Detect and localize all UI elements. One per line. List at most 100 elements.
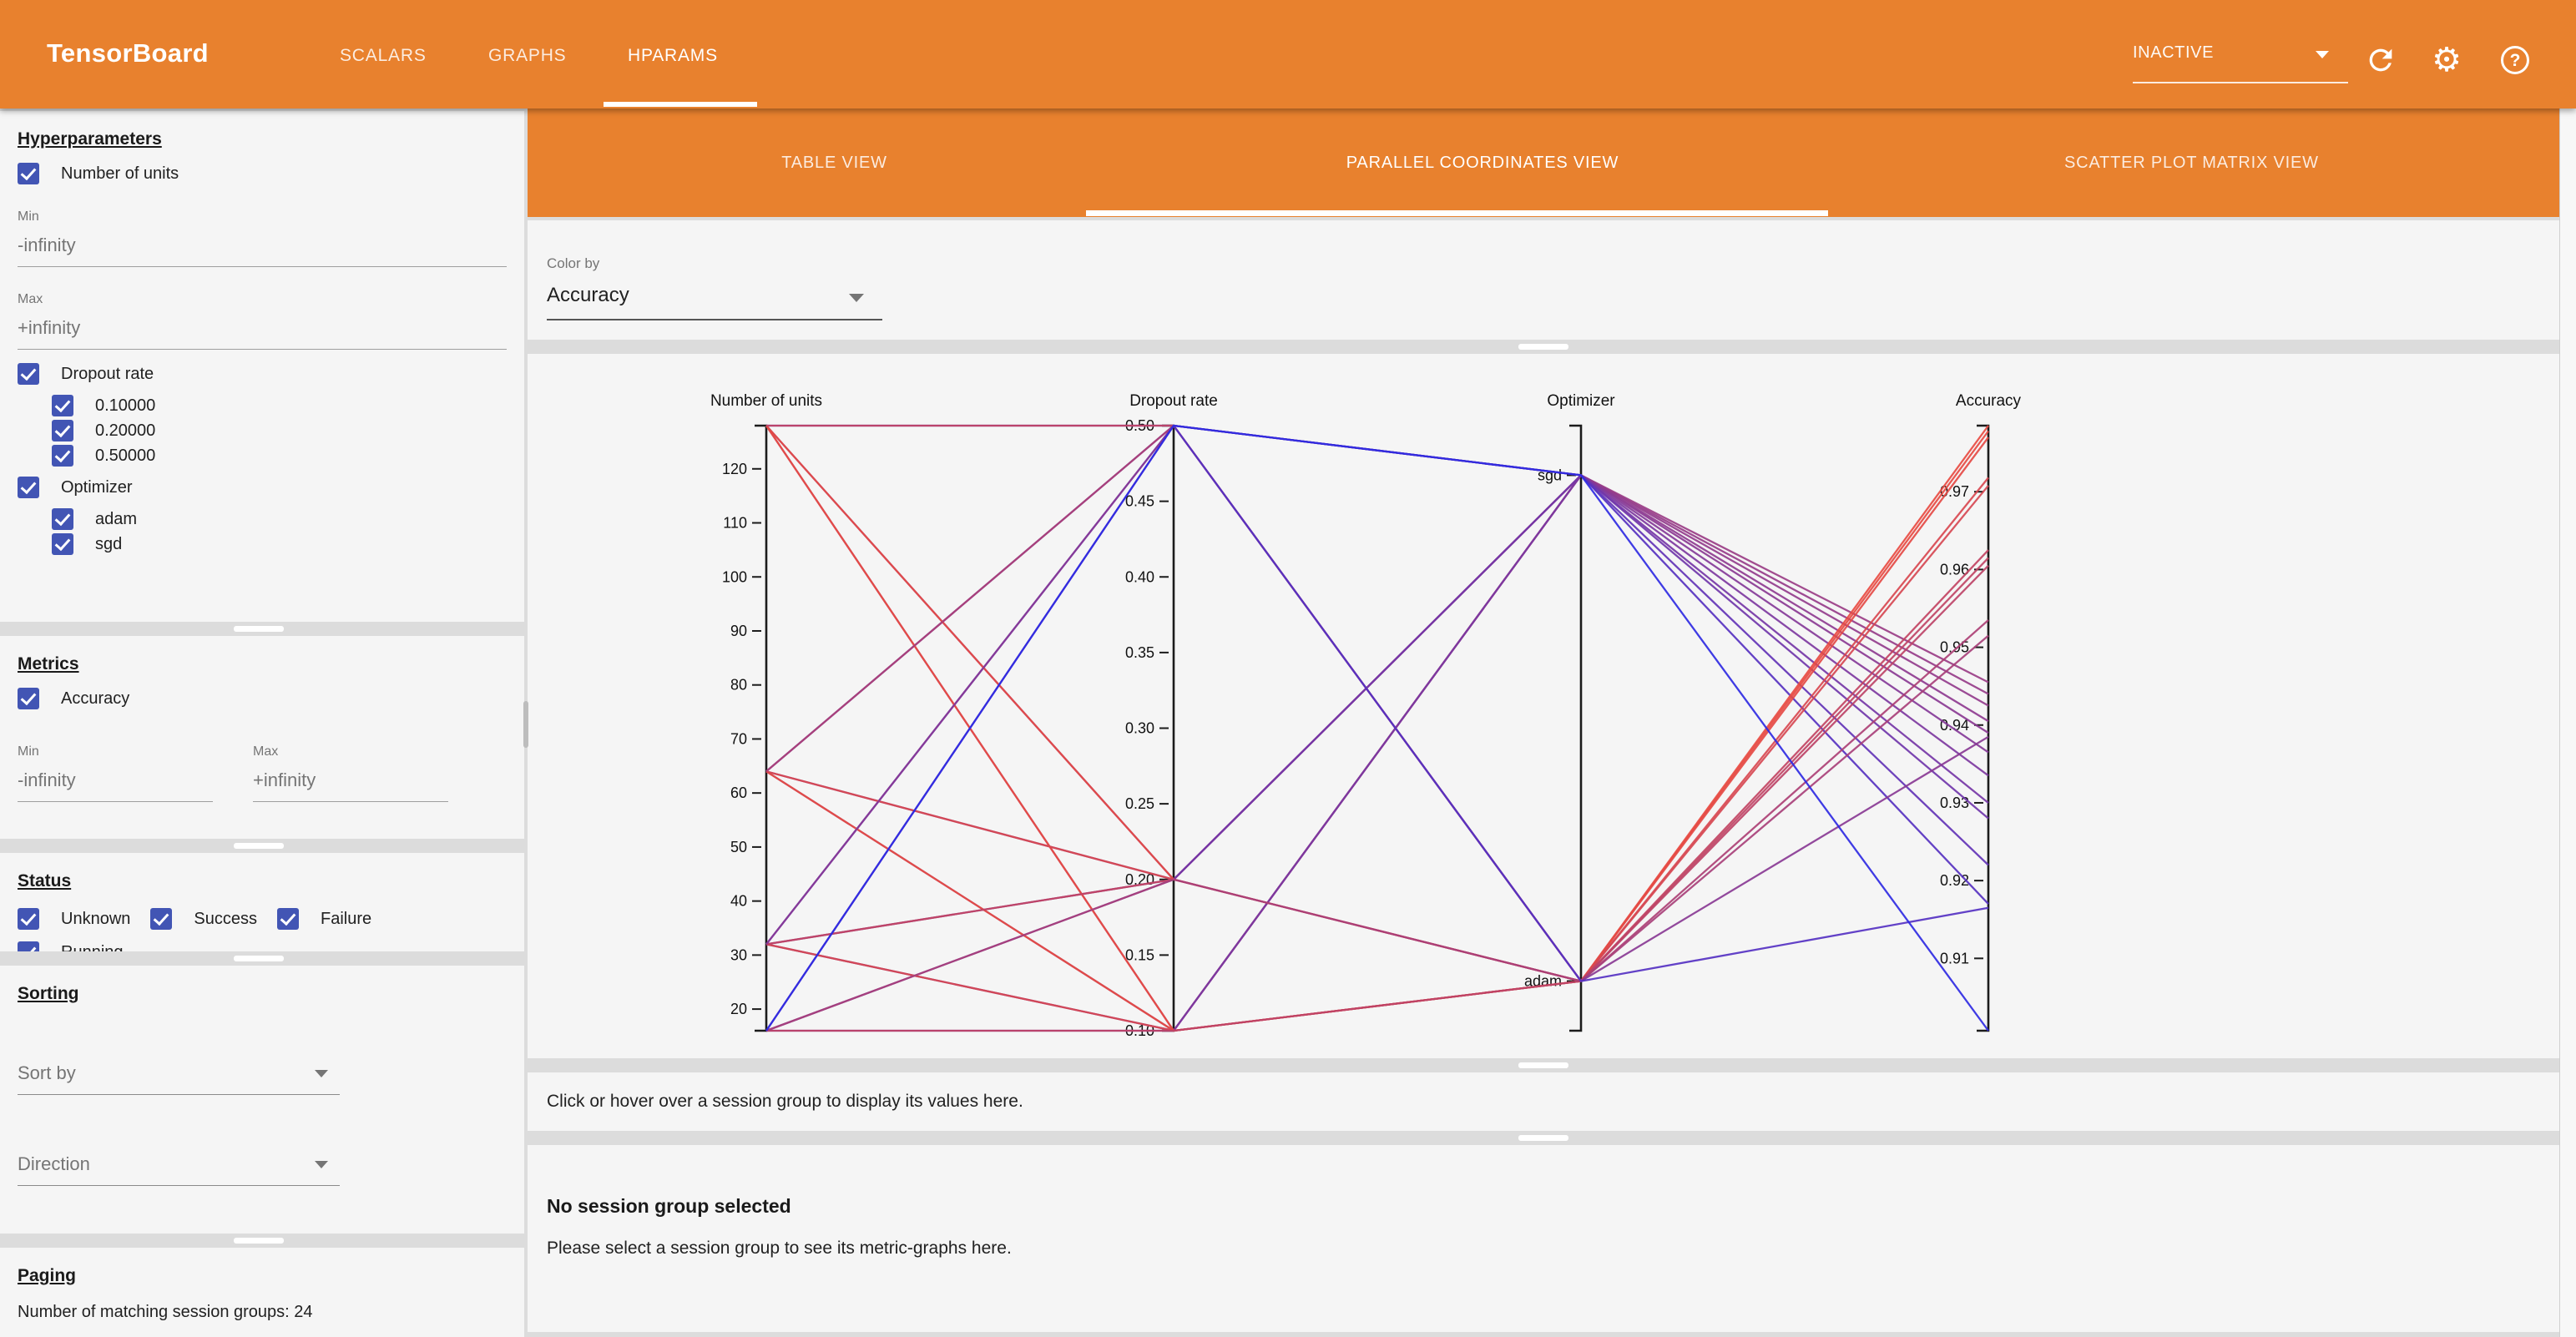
panel-resize-handle[interactable]	[1518, 344, 1568, 350]
range-field: Max +infinity	[18, 292, 507, 350]
svg-text:30: 30	[730, 946, 747, 963]
svg-text:110: 110	[723, 515, 747, 532]
hparam-optimizer: Optimizer	[18, 477, 507, 498]
nav-tab-hparams[interactable]: HPARAMS	[628, 46, 718, 65]
matching-groups-count: Number of matching session groups: 24	[18, 1303, 313, 1321]
color-by-select[interactable]: Accuracy	[547, 284, 882, 320]
checkbox-checked-icon[interactable]	[18, 941, 39, 951]
svg-text:0.35: 0.35	[1125, 644, 1154, 661]
axis-number-of-units[interactable]: Number of units 120 110 100 90 80 70 60 50 40 30 20	[710, 392, 822, 1032]
chevron-down-icon	[2316, 51, 2329, 58]
refresh-icon[interactable]	[2364, 43, 2397, 77]
app-bar: TensorBoard INACTIVE ⚙ ? SCALARS GRAPHS HP…	[0, 0, 2576, 108]
svg-text:0.45: 0.45	[1125, 493, 1154, 510]
checkbox-checked-icon[interactable]	[150, 908, 173, 930]
checkbox-checked-icon[interactable]	[276, 908, 299, 930]
status-option-running: Running	[18, 941, 124, 951]
session-values-panel: Click or hover over a session group to d…	[528, 1072, 2559, 1131]
checkbox-checked-icon[interactable]	[18, 477, 39, 498]
view-tab-table-view[interactable]: TABLE VIEW	[781, 153, 887, 172]
session-group-line[interactable]	[765, 477, 1989, 982]
checkbox-label: 0.20000	[95, 421, 156, 440]
checkbox-checked-icon[interactable]	[52, 508, 73, 530]
checkbox-checked-icon[interactable]	[18, 363, 39, 385]
svg-text:20: 20	[730, 1001, 747, 1017]
checkbox-checked-icon[interactable]	[52, 395, 73, 416]
session-group-line[interactable]	[765, 424, 1989, 1032]
settings-gear-icon[interactable]: ⚙	[2432, 42, 2462, 78]
panel-resize-handle[interactable]	[1518, 1135, 1568, 1141]
section-resize-handle[interactable]	[234, 1238, 284, 1244]
hyperparameters-list: Number of units Min -infinity Max +infinity D…	[18, 163, 507, 555]
checkbox-checked-icon[interactable]	[52, 420, 73, 441]
nav-tab-graphs[interactable]: GRAPHS	[488, 46, 567, 65]
sorting-section: Sorting Sort by Direction	[0, 966, 524, 1234]
checkbox-checked-icon[interactable]	[18, 163, 39, 184]
svg-text:60: 60	[730, 785, 747, 801]
section-resize-handle[interactable]	[234, 956, 284, 961]
hparam-dropout-rate: Dropout rate	[18, 363, 507, 385]
section-resize-handle[interactable]	[234, 843, 284, 849]
session-group-line[interactable]	[765, 425, 1989, 880]
field-input[interactable]: +infinity	[253, 769, 448, 802]
help-icon[interactable]: ?	[2501, 46, 2529, 74]
svg-text:70: 70	[730, 730, 747, 747]
nav-tab-scalars[interactable]: SCALARS	[340, 46, 427, 65]
metric-graphs-panel: No session group selected Please select …	[528, 1145, 2559, 1332]
svg-text:40: 40	[730, 893, 747, 910]
reload-interval-select[interactable]: INACTIVE	[2133, 43, 2348, 85]
view-tab-scatter-plot-matrix-view[interactable]: SCATTER PLOT MATRIX VIEW	[2064, 153, 2319, 172]
checkbox-label: sgd	[95, 534, 123, 553]
field-label: Min	[18, 744, 39, 759]
svg-text:0.25: 0.25	[1125, 795, 1154, 812]
session-group-line[interactable]	[765, 634, 1989, 1032]
hyperparameters-section: Hyperparameters Number of units Min -infin…	[0, 111, 524, 622]
paging-section: Paging Number of matching session groups…	[0, 1248, 524, 1337]
axis-dropout-rate[interactable]: Dropout rate0.500.450.400.350.300.250.20…	[1125, 392, 1218, 1039]
metrics-list: Accuracy	[18, 688, 507, 709]
field-label: Max	[18, 292, 43, 306]
checkbox-checked-icon[interactable]	[52, 445, 73, 467]
section-resize-handle[interactable]	[234, 626, 284, 632]
select-direction[interactable]: Direction	[18, 1153, 340, 1186]
field-input[interactable]: -infinity	[18, 235, 507, 267]
status-option-success: Success	[150, 908, 257, 930]
svg-text:80: 80	[730, 677, 747, 694]
svg-text:0.92: 0.92	[1940, 872, 1969, 889]
hparam-value-sgd: sgd	[52, 533, 507, 555]
empty-state-title: No session group selected	[547, 1195, 791, 1217]
svg-text:90: 90	[730, 623, 747, 639]
field-input[interactable]: -infinity	[18, 769, 213, 802]
svg-text:120: 120	[722, 461, 747, 477]
field-label: Min	[18, 209, 39, 224]
svg-text:0.30: 0.30	[1125, 720, 1154, 737]
hyperparameters-heading: Hyperparameters	[18, 129, 162, 149]
checkbox-checked-icon[interactable]	[18, 688, 39, 709]
checkbox-label: Number of units	[61, 164, 179, 183]
checkbox-checked-icon[interactable]	[18, 908, 39, 930]
session-group-line[interactable]	[765, 424, 1989, 866]
hparam-value-adam: adam	[52, 508, 507, 530]
field-input[interactable]: +infinity	[18, 317, 507, 350]
parallel-coordinates-panel: Number of units 120 110 100 90 80 70 60 50 40 30 20…	[528, 354, 2559, 1058]
session-group-line[interactable]	[766, 564, 1989, 1032]
scrollbar-track[interactable]	[2559, 108, 2576, 1337]
session-group-line[interactable]	[765, 424, 1989, 946]
session-group-line[interactable]	[765, 424, 1989, 1032]
range-field: Min -infinity	[18, 744, 213, 802]
metric-min-max-fields: Min -infinity Max +infinity	[18, 719, 507, 815]
checkbox-checked-icon[interactable]	[52, 533, 73, 555]
checkbox-label: Running	[61, 943, 124, 952]
field-label: Max	[253, 744, 279, 759]
color-by-value: Accuracy	[547, 284, 629, 306]
sidebar-splitter-handle[interactable]	[523, 701, 528, 748]
checkbox-label: 0.10000	[95, 396, 156, 415]
panel-resize-handle[interactable]	[1518, 1062, 1568, 1068]
svg-text:100: 100	[722, 568, 747, 585]
svg-text:0.15: 0.15	[1125, 946, 1154, 963]
view-tab-parallel-coordinates-view[interactable]: PARALLEL COORDINATES VIEW	[1346, 153, 1619, 172]
checkbox-label: adam	[95, 509, 138, 528]
select-sort-by[interactable]: Sort by	[18, 1062, 340, 1095]
